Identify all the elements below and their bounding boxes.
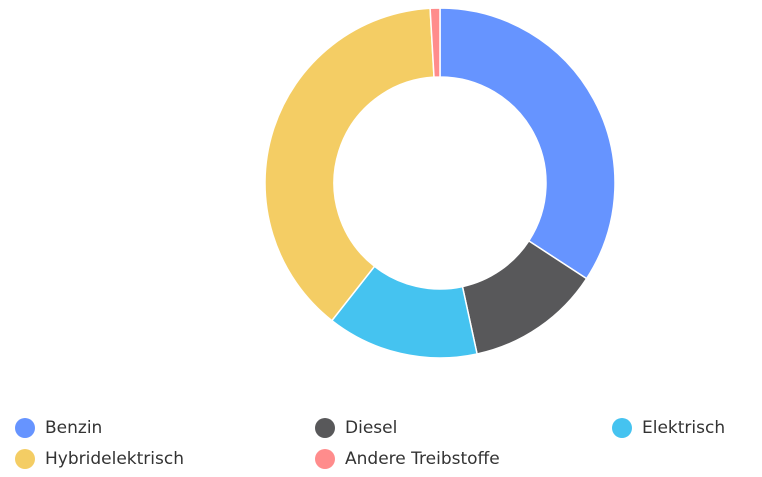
legend-swatch: [15, 449, 35, 469]
donut-slice: [439, 7, 616, 280]
legend-swatch: [612, 418, 632, 438]
legend-label: Andere Treibstoffe: [345, 449, 500, 469]
legend-label: Elektrisch: [642, 418, 725, 438]
legend-label: Diesel: [345, 418, 397, 438]
legend-swatch: [15, 418, 35, 438]
donut-slice: [264, 7, 435, 322]
legend-swatch: [315, 418, 335, 438]
legend-label: Benzin: [45, 418, 102, 438]
legend-label: Hybridelektrisch: [45, 449, 184, 469]
legend-swatch: [315, 449, 335, 469]
donut-slice: [429, 7, 441, 78]
